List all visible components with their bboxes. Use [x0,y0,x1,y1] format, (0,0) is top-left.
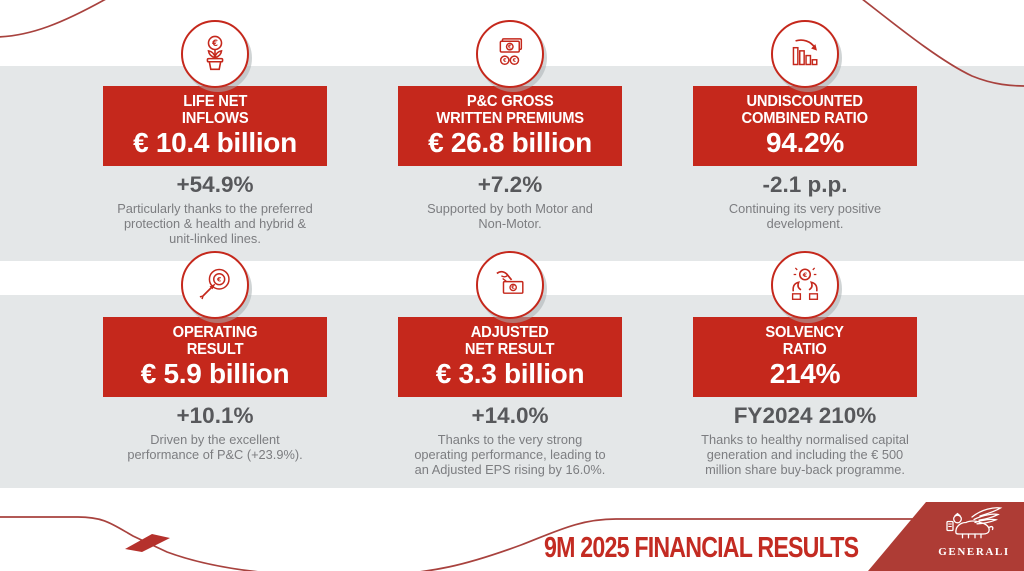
plant-euro-icon: € [181,20,249,88]
svg-text:€: € [216,277,221,284]
metric-delta: -2.1 p.p. [762,172,848,197]
metric-header: LIFE NET INFLOWS € 10.4 billion [103,86,327,166]
card-undiscounted-combined-ratio: UNDISCOUNTED COMBINED RATIO 94.2% -2.1 p… [640,20,970,231]
hands-euro-icon: € [771,251,839,319]
declining-chart-icon [771,20,839,88]
metric-header: ADJUSTED NET RESULT € 3.3 billion [398,317,622,397]
winged-lion-icon [946,507,1003,539]
svg-text:€: € [512,58,517,64]
metric-delta: +14.0% [471,403,549,428]
svg-text:€: € [502,58,507,64]
generali-wordmark: GENERALI [938,546,1010,558]
metric-value: 94.2% [766,127,844,158]
metric-delta: +54.9% [176,172,254,197]
target-arrow-icon: € [181,251,249,319]
metric-header: OPERATING RESULT € 5.9 billion [103,317,327,397]
metric-delta: +10.1% [176,403,254,428]
svg-text:€: € [211,38,218,48]
diamond-accent [125,534,170,552]
metric-delta: +7.2% [477,172,543,197]
metric-title: OPERATING RESULT [172,324,258,358]
card-solvency-ratio: € SOLVENCY RATIO 214% FY2024 210% Thanks… [640,251,970,477]
metric-description: Particularly thanks to the preferred pro… [117,201,313,246]
card-life-net-inflows: € LIFE NET INFLOWS € 10.4 billion +54.9%… [50,20,380,246]
svg-text:€: € [507,44,512,50]
metric-description: Thanks to healthy normalised capital gen… [701,432,909,477]
svg-text:€: € [802,271,808,279]
metric-value: € 3.3 billion [435,358,585,389]
card-adjusted-net-result: € ADJUSTED NET RESULT € 3.3 billion +14.… [345,251,675,477]
metric-description: Continuing its very positive development… [728,201,882,231]
metric-delta: FY2024 210% [733,403,877,428]
metric-description: Driven by the excellent performance of P… [127,432,303,462]
metric-title: LIFE NET INFLOWS [181,93,249,127]
metric-title: UNDISCOUNTED COMBINED RATIO [741,93,869,127]
card-pc-gross-written-premiums: € € € P&C GROSS WRITTEN PREMIUMS € 26.8 … [345,20,675,231]
metric-title: SOLVENCY RATIO [765,324,845,358]
svg-text:€: € [510,285,515,291]
metric-value: € 10.4 billion [133,127,297,158]
slide-title: 9M 2025 FINANCIAL RESULTS [544,532,859,564]
metric-value: € 5.9 billion [140,358,290,389]
metric-description: Supported by both Motor and Non-Motor. [427,201,593,231]
banknotes-icon: € € € [476,20,544,88]
metric-header: SOLVENCY RATIO 214% [693,317,917,397]
metric-header: UNDISCOUNTED COMBINED RATIO 94.2% [693,86,917,166]
card-operating-result: € OPERATING RESULT € 5.9 billion +10.1% … [50,251,380,462]
metric-value: 214% [769,358,841,389]
metric-description: Thanks to the very strong operating perf… [414,432,606,477]
metric-value: € 26.8 billion [428,127,592,158]
metric-header: P&C GROSS WRITTEN PREMIUMS € 26.8 billio… [398,86,622,166]
hand-banknote-icon: € [476,251,544,319]
generali-logo: GENERALI [928,505,1020,558]
metric-title: P&C GROSS WRITTEN PREMIUMS [436,93,584,127]
metric-title: ADJUSTED NET RESULT [465,324,555,358]
